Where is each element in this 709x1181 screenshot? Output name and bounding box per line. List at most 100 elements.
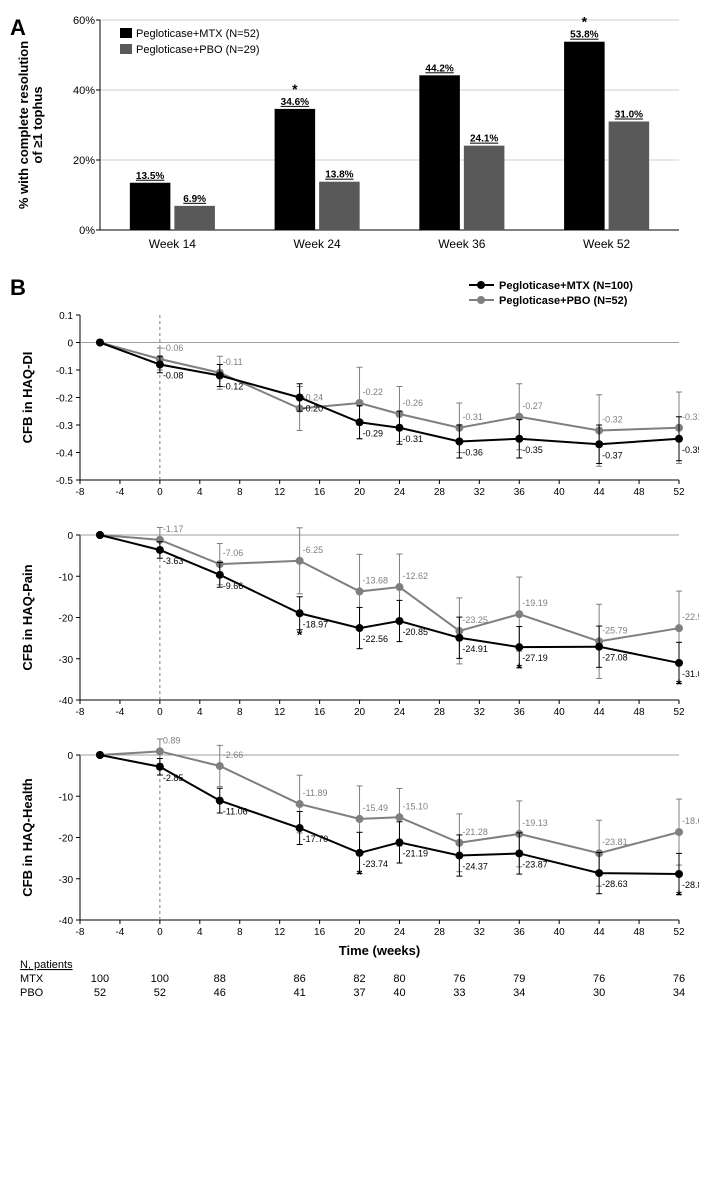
svg-text:-27.08: -27.08 xyxy=(602,653,628,663)
svg-text:-31.02: -31.02 xyxy=(682,669,699,679)
svg-text:40%: 40% xyxy=(73,85,95,97)
svg-text:-0.11: -0.11 xyxy=(223,357,243,367)
svg-text:-3.63: -3.63 xyxy=(163,556,184,566)
svg-text:-15.10: -15.10 xyxy=(402,801,428,811)
svg-text:44.2%: 44.2% xyxy=(425,63,453,74)
svg-text:Pegloticase+PBO (N=29): Pegloticase+PBO (N=29) xyxy=(136,44,260,56)
svg-text:44: 44 xyxy=(594,487,606,498)
svg-text:-0.2: -0.2 xyxy=(56,394,74,405)
svg-text:-27.19: -27.19 xyxy=(522,653,548,663)
svg-text:-18.69: -18.69 xyxy=(682,816,699,826)
svg-text:0.1: 0.1 xyxy=(59,311,73,322)
svg-text:N, patients: N, patients xyxy=(20,959,73,971)
svg-text:-0.12: -0.12 xyxy=(223,382,244,392)
svg-text:-10: -10 xyxy=(59,572,74,583)
svg-text:-20: -20 xyxy=(59,834,74,845)
svg-text:-1.17: -1.17 xyxy=(163,524,184,534)
svg-text:-0.1: -0.1 xyxy=(56,366,74,377)
svg-text:-9.66: -9.66 xyxy=(223,581,244,591)
svg-text:48: 48 xyxy=(634,487,646,498)
panel-b-container: B Pegloticase+MTX (N=100)Pegloticase+PBO… xyxy=(10,270,699,1090)
svg-text:-20: -20 xyxy=(59,614,74,625)
svg-text:*: * xyxy=(357,866,363,882)
svg-text:-0.36: -0.36 xyxy=(462,448,483,458)
panel-b-label: B xyxy=(10,275,26,301)
svg-text:6.9%: 6.9% xyxy=(183,194,206,205)
svg-text:76: 76 xyxy=(453,973,465,985)
svg-text:-22.59: -22.59 xyxy=(682,612,699,622)
svg-text:44: 44 xyxy=(594,927,606,938)
svg-text:-0.37: -0.37 xyxy=(602,450,623,460)
svg-text:20%: 20% xyxy=(73,155,95,167)
svg-text:33: 33 xyxy=(453,987,465,999)
svg-text:30: 30 xyxy=(593,987,605,999)
svg-text:41: 41 xyxy=(294,987,306,999)
svg-text:16: 16 xyxy=(314,927,326,938)
svg-text:52: 52 xyxy=(154,987,166,999)
svg-text:24: 24 xyxy=(394,707,406,718)
svg-text:31.0%: 31.0% xyxy=(615,110,643,121)
svg-text:4: 4 xyxy=(197,707,203,718)
svg-text:100: 100 xyxy=(91,973,109,985)
svg-text:28: 28 xyxy=(434,707,446,718)
svg-text:-0.27: -0.27 xyxy=(522,401,543,411)
svg-text:0: 0 xyxy=(67,339,73,350)
panel-a-label: A xyxy=(10,15,26,41)
svg-text:Week 52: Week 52 xyxy=(583,237,630,251)
svg-text:Pegloticase+MTX (N=52): Pegloticase+MTX (N=52) xyxy=(136,28,260,40)
svg-text:0.89: 0.89 xyxy=(163,735,181,745)
svg-text:Week 36: Week 36 xyxy=(438,237,485,251)
svg-text:-2.66: -2.66 xyxy=(223,750,244,760)
svg-text:-7.06: -7.06 xyxy=(223,548,244,558)
svg-text:24.1%: 24.1% xyxy=(470,134,498,145)
svg-text:28: 28 xyxy=(434,927,446,938)
svg-text:-10: -10 xyxy=(59,792,74,803)
svg-text:34: 34 xyxy=(513,987,525,999)
svg-text:-0.35: -0.35 xyxy=(522,445,543,455)
svg-text:-0.29: -0.29 xyxy=(363,428,384,438)
svg-text:12: 12 xyxy=(274,487,286,498)
svg-text:-23.81: -23.81 xyxy=(602,837,628,847)
svg-text:37: 37 xyxy=(353,987,365,999)
svg-text:-21.19: -21.19 xyxy=(402,848,428,858)
svg-text:52: 52 xyxy=(94,987,106,999)
svg-text:-18.97: -18.97 xyxy=(303,619,329,629)
svg-text:-24.91: -24.91 xyxy=(462,644,488,654)
svg-text:Pegloticase+MTX (N=100): Pegloticase+MTX (N=100) xyxy=(499,280,633,292)
svg-text:CFB in HAQ-DI: CFB in HAQ-DI xyxy=(20,352,35,444)
svg-text:-40: -40 xyxy=(59,696,74,707)
svg-text:20: 20 xyxy=(354,927,366,938)
svg-text:-0.32: -0.32 xyxy=(602,415,623,425)
svg-text:34.6%: 34.6% xyxy=(281,97,309,108)
svg-text:-0.26: -0.26 xyxy=(402,398,423,408)
svg-text:4: 4 xyxy=(197,927,203,938)
bar-chart-a: 0%20%40%60%% with complete resolutionof … xyxy=(10,10,699,260)
svg-text:52: 52 xyxy=(673,487,685,498)
svg-text:0: 0 xyxy=(157,487,163,498)
svg-text:44: 44 xyxy=(594,707,606,718)
svg-text:Time (weeks): Time (weeks) xyxy=(339,943,420,958)
svg-text:-13.68: -13.68 xyxy=(363,575,389,585)
svg-text:*: * xyxy=(292,81,298,97)
svg-text:CFB in HAQ-Pain: CFB in HAQ-Pain xyxy=(20,564,35,670)
svg-text:0%: 0% xyxy=(79,225,95,237)
svg-text:32: 32 xyxy=(474,707,486,718)
svg-text:-11.06: -11.06 xyxy=(223,807,248,817)
svg-text:79: 79 xyxy=(513,973,525,985)
svg-text:40: 40 xyxy=(554,707,566,718)
svg-text:13.5%: 13.5% xyxy=(136,171,164,182)
svg-text:24: 24 xyxy=(394,927,406,938)
svg-text:-20.85: -20.85 xyxy=(402,627,428,637)
svg-text:34: 34 xyxy=(673,987,685,999)
svg-text:Week 24: Week 24 xyxy=(294,237,341,251)
svg-text:-0.31: -0.31 xyxy=(402,434,423,444)
svg-text:20: 20 xyxy=(354,487,366,498)
svg-text:-22.56: -22.56 xyxy=(363,634,389,644)
svg-text:-21.28: -21.28 xyxy=(462,827,488,837)
svg-text:-30: -30 xyxy=(59,655,74,666)
svg-text:88: 88 xyxy=(214,973,226,985)
svg-text:46: 46 xyxy=(214,987,226,999)
svg-text:-0.31: -0.31 xyxy=(682,412,699,422)
svg-text:-0.31: -0.31 xyxy=(462,412,483,422)
svg-text:0: 0 xyxy=(67,531,73,542)
